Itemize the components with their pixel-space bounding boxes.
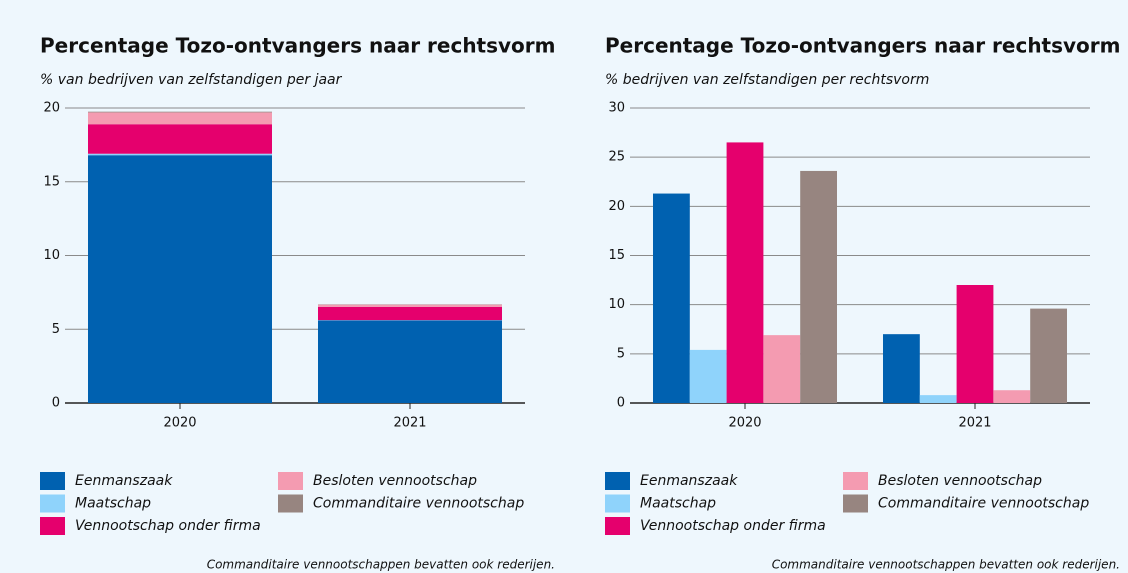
x-tick-label: 2020 [728,416,761,431]
bar [956,285,994,403]
y-tick-label: 10 [608,297,625,312]
y-tick-label: 15 [608,248,625,263]
bar [883,334,920,403]
legend-swatch [843,472,868,490]
bar [689,349,727,403]
bar [919,395,957,403]
legend-label: Eenmanszaak [640,473,738,489]
legend-label: Maatschap [640,496,716,512]
bar [800,170,837,403]
y-tick-label: 0 [617,396,625,411]
bar-segment [88,111,272,113]
legend-swatch [278,494,303,513]
bar [993,390,1031,403]
chart-title: Percentage Tozo-ontvangers naar rechtsvo… [40,34,556,58]
bar-segment [88,112,272,125]
bar [653,193,690,403]
chart-subtitle: % van bedrijven van zelfstandigen per ja… [40,72,343,88]
legend-swatch [605,517,630,535]
footnote: Commanditaire vennootschappen bevatten o… [772,558,1120,572]
bar-segment [318,306,502,321]
footnote: Commanditaire vennootschappen bevatten o… [207,558,555,572]
chart-subtitle: % bedrijven van zelfstandigen per rechts… [605,72,929,88]
x-tick-label: 2021 [958,416,991,431]
bar-segment [88,155,272,403]
legend-swatch [843,494,868,513]
legend-swatch [605,472,630,490]
legend-swatch [605,494,630,513]
legend-label: Maatschap [75,496,151,512]
x-tick-label: 2020 [163,416,196,431]
bar-segment [318,304,502,307]
y-tick-label: 30 [608,101,625,116]
legend-swatch [40,494,65,513]
bar [763,335,801,403]
legend-swatch [40,517,65,535]
legend-label: Vennootschap onder firma [640,518,826,534]
y-tick-label: 20 [608,199,625,214]
legend-swatch [278,472,303,490]
y-tick-label: 5 [52,322,60,337]
y-tick-label: 5 [617,346,625,361]
bar [726,142,764,403]
bar-segment [318,320,502,403]
bar-segment [88,153,272,156]
legend-label: Commanditaire vennootschap [878,496,1089,512]
legend-label: Besloten vennootschap [878,473,1042,489]
x-tick-label: 2021 [393,416,426,431]
y-tick-label: 25 [608,150,625,165]
bar [1030,308,1067,403]
y-tick-label: 10 [43,248,60,263]
chart-title: Percentage Tozo-ontvangers naar rechtsvo… [605,34,1121,58]
legend-label: Eenmanszaak [75,473,173,489]
legend-label: Vennootschap onder firma [75,518,261,534]
bar-segment [88,124,272,154]
y-tick-label: 20 [43,101,60,116]
legend-swatch [40,472,65,490]
legend-label: Besloten vennootschap [313,473,477,489]
legend-label: Commanditaire vennootschap [313,496,524,512]
y-tick-label: 15 [43,174,60,189]
y-tick-label: 0 [52,396,60,411]
